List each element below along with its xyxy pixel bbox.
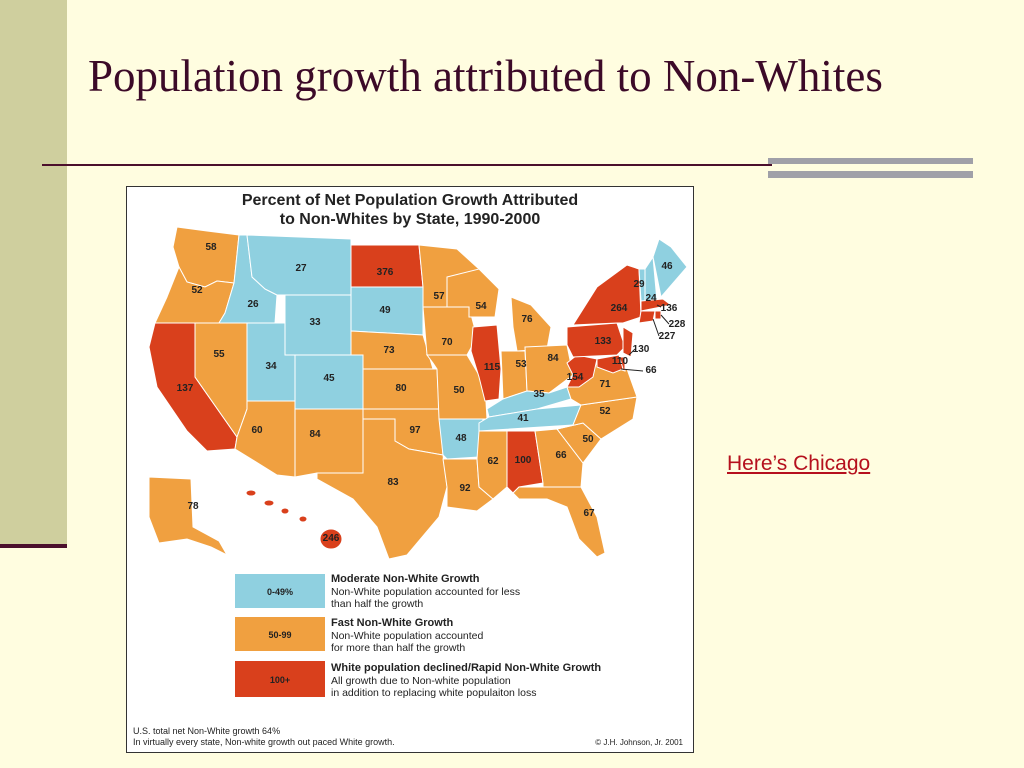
- label-nh: 29: [633, 279, 645, 290]
- legend-swatch-moderate: [235, 574, 325, 608]
- label-nv: 55: [213, 349, 225, 360]
- label-ms: 62: [487, 456, 499, 467]
- label-va: 71: [599, 379, 611, 390]
- label-ar: 48: [455, 433, 467, 444]
- label-wa: 58: [205, 242, 217, 253]
- label-mo: 50: [453, 385, 465, 396]
- state-me: [652, 238, 688, 299]
- label-ca: 137: [177, 383, 194, 394]
- legend-text-moderate-2: than half the growth: [331, 598, 423, 610]
- label-ia: 70: [441, 337, 453, 348]
- state-il: [470, 324, 502, 402]
- legend-heading-rapid: White population declined/Rapid Non-Whit…: [331, 662, 601, 674]
- label-fl: 67: [583, 508, 595, 519]
- title-accent-bar-bottom: [768, 171, 973, 178]
- legend-text-fast-1: Non-White population accounted: [331, 630, 484, 642]
- legend-heading-moderate: Moderate Non-White Growth: [331, 573, 480, 585]
- label-in: 53: [515, 359, 527, 370]
- label-hi: 246: [323, 533, 340, 544]
- legend-heading-fast: Fast Non-White Growth: [331, 617, 453, 629]
- state-nj: [622, 326, 634, 358]
- label-tn: 41: [517, 413, 529, 424]
- label-sd: 49: [379, 305, 391, 316]
- map-legend: 0-49% Moderate Non-White Growth Non-Whit…: [235, 573, 601, 699]
- state-ri: [654, 310, 662, 320]
- legend-text-rapid-2: in addition to replacing white populaito…: [331, 687, 536, 699]
- state-fl: [512, 486, 606, 558]
- state-ct: [638, 310, 656, 324]
- legend-text-fast-2: for more than half the growth: [331, 642, 465, 654]
- label-la: 92: [459, 483, 471, 494]
- label-ky: 35: [533, 389, 545, 400]
- legend-swatch-fast: [235, 617, 325, 651]
- title-accent-bar-top: [768, 158, 973, 164]
- leader-lines: [620, 304, 670, 372]
- label-or: 52: [191, 285, 203, 296]
- label-co: 45: [323, 373, 335, 384]
- map-title-line-2: to Non-Whites by State, 1990-2000: [280, 211, 541, 228]
- label-id: 26: [247, 299, 259, 310]
- label-il: 115: [484, 362, 501, 373]
- label-wv: 154: [567, 372, 584, 383]
- left-band-accent-line: [0, 544, 67, 548]
- label-ne: 73: [383, 345, 395, 356]
- label-nj: 130: [633, 344, 650, 355]
- label-wi: 54: [475, 301, 487, 312]
- label-ks: 80: [395, 383, 407, 394]
- label-mi: 76: [521, 314, 533, 325]
- state-nm: [294, 408, 364, 478]
- map-title-line-1: Percent of Net Population Growth Attribu…: [242, 192, 578, 209]
- slide-title: Population growth attributed to Non-Whit…: [88, 51, 883, 101]
- label-pa: 133: [595, 336, 612, 347]
- legend-swatch-label-fast: 50-99: [268, 630, 291, 640]
- state-ma: [640, 298, 673, 312]
- label-ma: 136: [661, 303, 678, 314]
- footnote-line-1: U.S. total net Non-White growth 64%: [133, 726, 280, 736]
- label-ak: 78: [187, 501, 199, 512]
- label-ok: 97: [409, 425, 421, 436]
- label-nm: 84: [309, 429, 321, 440]
- state-tx: [316, 418, 448, 560]
- label-me: 46: [661, 261, 673, 272]
- label-ct: 227: [659, 331, 676, 342]
- state-oh: [524, 344, 574, 394]
- label-wy: 33: [309, 317, 321, 328]
- label-ga: 66: [555, 450, 567, 461]
- map-credit: © J.H. Johnson, Jr. 2001: [595, 738, 683, 747]
- label-md: 66: [645, 365, 657, 376]
- heres-chicago-link[interactable]: Here’s Chicago: [727, 452, 871, 475]
- legend-swatch-label-rapid: 100+: [270, 675, 290, 685]
- label-ut: 34: [265, 361, 277, 372]
- label-mn: 57: [433, 291, 445, 302]
- label-sc: 50: [582, 434, 594, 445]
- legend-swatch-label-moderate: 0-49%: [267, 587, 293, 597]
- map-figure: Percent of Net Population Growth Attribu…: [126, 186, 694, 753]
- footnote-line-2: In virtually every state, Non-white grow…: [133, 737, 395, 747]
- state-ny: [572, 264, 642, 326]
- label-az: 60: [251, 425, 263, 436]
- label-ny: 264: [611, 303, 628, 314]
- label-oh: 84: [547, 353, 559, 364]
- legend-text-rapid-1: All growth due to Non-white population: [331, 675, 511, 687]
- left-decorative-band: [0, 0, 67, 548]
- title-divider-line: [42, 164, 772, 166]
- state-nd: [350, 244, 424, 288]
- state-wi: [446, 268, 500, 318]
- label-tx: 83: [387, 477, 399, 488]
- label-nc: 52: [599, 406, 611, 417]
- label-de: 110: [612, 356, 629, 367]
- state-ar: [438, 418, 484, 460]
- state-md: [596, 354, 624, 374]
- state-ak: [148, 476, 229, 557]
- us-map-svg: Percent of Net Population Growth Attribu…: [133, 192, 688, 747]
- label-nd: 376: [377, 267, 394, 278]
- legend-text-moderate-1: Non-White population accounted for less: [331, 586, 520, 598]
- label-vt: 24: [645, 293, 657, 304]
- state-hi: [245, 489, 343, 550]
- label-ri: 228: [669, 319, 686, 330]
- label-al: 100: [515, 455, 532, 466]
- legend-swatch-rapid: [235, 661, 325, 697]
- label-mt: 27: [295, 263, 307, 274]
